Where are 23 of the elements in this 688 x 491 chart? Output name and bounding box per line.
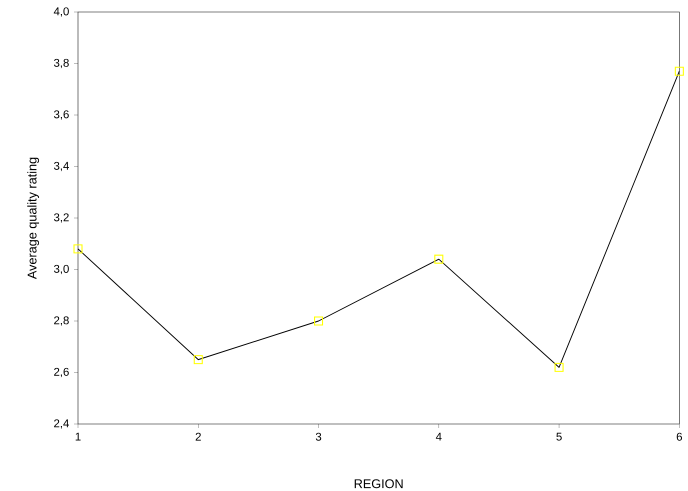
y-tick-label: 3,0	[54, 264, 69, 274]
point	[554, 362, 564, 372]
x-tick-label: 6	[676, 432, 682, 441]
y-tick-label: 3,8	[54, 58, 69, 68]
x-tick-label: 1	[76, 432, 81, 441]
y-tick-label: 3,4	[54, 162, 69, 172]
y-tick-label: 2,6	[54, 368, 69, 378]
x-tick-label: 4	[436, 432, 442, 441]
y-tick-label: 3,6	[54, 110, 69, 120]
x-axis-title: REGION	[354, 479, 403, 488]
y-tick-label: 2,4	[54, 419, 69, 429]
point	[434, 254, 444, 264]
y-tick-label: 3,2	[54, 213, 69, 223]
point	[194, 355, 203, 364]
point	[73, 244, 83, 254]
x-tick-label: 5	[556, 432, 562, 441]
point	[674, 66, 684, 76]
x-tick-label: 3	[316, 432, 322, 441]
point	[314, 316, 324, 326]
y-tick-label: 2,8	[54, 316, 69, 326]
y-tick-label: 4,0	[54, 7, 69, 17]
y-axis-title: Average quality rating	[27, 158, 40, 280]
x-tick-label: 2	[196, 432, 201, 441]
